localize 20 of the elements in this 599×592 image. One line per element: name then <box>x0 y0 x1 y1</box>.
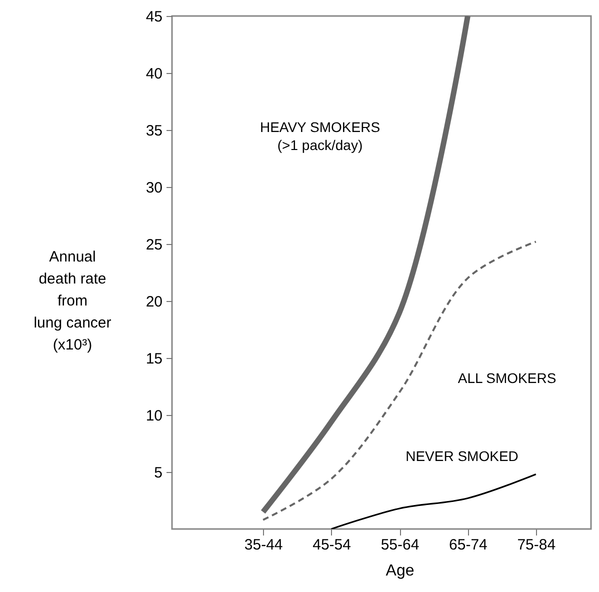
annotation: ALL SMOKERS <box>458 370 556 386</box>
x-tick-label: 45-54 <box>312 536 351 554</box>
x-axis-title: Age <box>386 562 414 580</box>
y-axis-title: Annual death rate from lung cancer (x10³) <box>34 248 112 354</box>
line-series <box>330 473 537 529</box>
y-tick-label: 10 <box>146 408 162 424</box>
y-tick-label: 25 <box>146 236 162 254</box>
y-tick-label: 15 <box>146 350 162 368</box>
y-tick-label: 35 <box>146 122 162 140</box>
x-tick-label: 75-84 <box>517 536 556 554</box>
x-tick-label: 55-64 <box>380 536 420 554</box>
y-tick-label: 20 <box>146 294 162 310</box>
y-tick-label: 30 <box>146 180 162 196</box>
x-tick-label: 65-74 <box>449 536 488 554</box>
annotation: HEAVY SMOKERS (>1 pack/day) <box>260 119 380 153</box>
y-tick-label: 5 <box>154 464 162 482</box>
y-tick-label: 40 <box>146 66 162 82</box>
x-tick-label: 35-44 <box>244 536 283 554</box>
annotation: NEVER SMOKED <box>406 448 518 464</box>
y-tick-label: 45 <box>146 8 162 26</box>
